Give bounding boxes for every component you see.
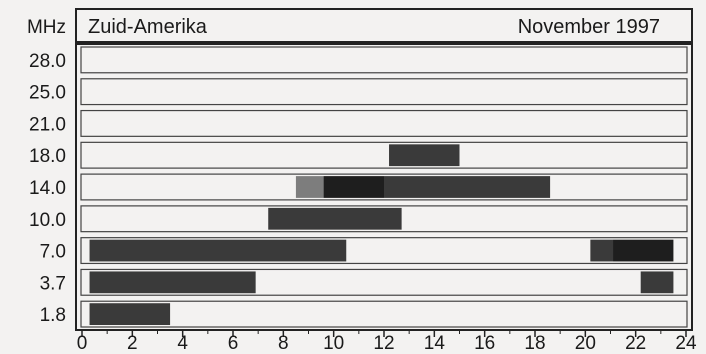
y-tick-labels: 28.0 25.0 21.0 18.0 14.0 10.0 7.0 3.7 1.8 — [29, 51, 66, 326]
x-tick-label: 16 — [474, 333, 495, 354]
x-tick-label: 14 — [424, 333, 446, 354]
activity-bar — [613, 239, 674, 262]
band-row — [80, 237, 688, 265]
y-tick-label: 21.0 — [29, 114, 66, 135]
y-tick-label: 28.0 — [29, 51, 66, 72]
y-tick-label: 10.0 — [29, 210, 66, 231]
band-row — [80, 78, 688, 106]
activity-bar — [590, 239, 614, 262]
band-row — [80, 300, 688, 328]
x-tick-label: 10 — [323, 333, 344, 354]
y-tick-label: 25.0 — [29, 83, 66, 104]
x-tick-label: 20 — [575, 333, 596, 354]
activity-bar — [384, 176, 551, 198]
chart-title-region: Zuid-Amerika — [88, 16, 208, 38]
activity-bar — [268, 207, 402, 230]
x-tick-label: 4 — [177, 333, 188, 354]
band-row — [80, 173, 688, 201]
band-row — [80, 268, 688, 296]
x-tick-label: 8 — [278, 333, 289, 354]
header-box — [75, 8, 693, 43]
y-axis-label: MHz — [27, 17, 66, 38]
chart-title-date: November 1997 — [518, 16, 660, 38]
x-tick-label: 12 — [373, 333, 394, 354]
x-tick-label: 18 — [524, 333, 545, 354]
band-row — [80, 109, 688, 137]
band-rows — [80, 46, 688, 328]
plot-frame — [75, 43, 693, 331]
bars-layer — [89, 144, 674, 325]
y-tick-label: 7.0 — [40, 242, 66, 263]
x-tick-label: 24 — [675, 333, 697, 354]
band-row — [80, 141, 688, 169]
y-tick-label: 18.0 — [29, 146, 66, 167]
activity-bar — [389, 144, 460, 167]
x-tick-label: 0 — [77, 333, 88, 354]
band-row — [80, 46, 688, 74]
activity-bar — [89, 303, 171, 325]
y-tick-label: 1.8 — [40, 305, 66, 326]
x-tick-label: 22 — [625, 333, 646, 354]
activity-bar — [295, 176, 324, 198]
y-tick-label: 3.7 — [40, 273, 66, 294]
x-tick-label: 2 — [127, 333, 138, 354]
band-row — [80, 205, 688, 233]
activity-bar — [89, 271, 256, 294]
y-tick-label: 14.0 — [29, 178, 66, 199]
activity-bar — [323, 176, 384, 198]
x-axis-ticks: 0 2 4 6 8 10 12 14 16 18 20 22 24 — [77, 330, 697, 354]
x-tick-label: 6 — [228, 333, 239, 354]
activity-bar — [89, 239, 347, 262]
activity-bar — [640, 271, 674, 294]
